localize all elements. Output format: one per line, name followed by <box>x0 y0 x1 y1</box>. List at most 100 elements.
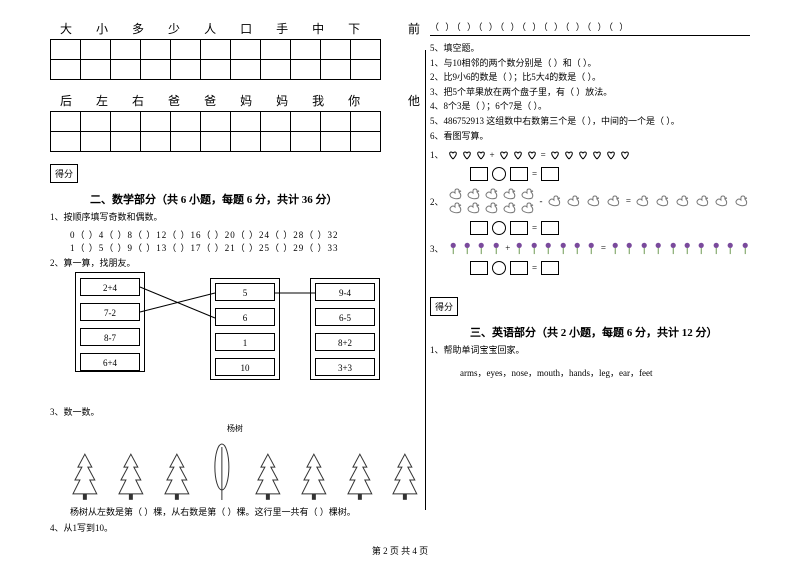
flower-icon <box>572 241 582 255</box>
plus: + <box>490 150 495 160</box>
seq2: 1（ ）5（ ）9（ ）13（ ）17（ ）21（ ）25（ ）29（ ）33 <box>50 241 420 254</box>
eq: = <box>601 243 606 253</box>
tree-row <box>70 442 420 502</box>
paren-line: （ ）（ ）（ ）（ ）（ ）（ ）（ ）（ ）（ ） <box>430 20 750 33</box>
operator-circle[interactable] <box>492 261 506 275</box>
pine-tree-icon <box>345 452 375 502</box>
duck-icon <box>695 194 711 208</box>
eq: = <box>532 223 537 233</box>
duck-icon <box>734 194 750 208</box>
q5: 5、填空题。 <box>430 42 750 55</box>
eq-boxes-1: = <box>430 167 750 181</box>
fill4: 4、8个3是（ ）；6个7是（ ）。 <box>430 100 750 113</box>
flower-icon <box>653 241 663 255</box>
heart-icon <box>462 150 472 160</box>
eq: = <box>541 150 546 160</box>
q2: 2、算一算，找朋友。 <box>50 257 420 271</box>
duck-icon <box>448 201 464 215</box>
char: 口 <box>240 20 252 37</box>
flower-icon <box>740 241 750 255</box>
ducks-row: 2、 - <box>430 187 750 215</box>
char: 妈 <box>240 92 252 109</box>
answer-box[interactable] <box>541 261 559 275</box>
duck-icon <box>606 194 622 208</box>
char: 小 <box>96 20 108 37</box>
answer-box[interactable] <box>541 167 559 181</box>
flowers-row: 3、 + = <box>430 241 750 255</box>
heart-icon <box>564 150 574 160</box>
char: 爸 <box>168 92 180 109</box>
char-row-2: 后 左 右 爸 爸 妈 妈 我 你 <box>50 92 404 109</box>
pine-tree-icon <box>390 452 420 502</box>
flower-icon <box>696 241 706 255</box>
char: 下 <box>348 20 360 37</box>
fill1: 1、与10相邻的两个数分别是（ ）和（ ）。 <box>430 57 750 70</box>
hearts-row: 1、 + = <box>430 148 750 161</box>
eq: = <box>532 169 537 179</box>
char: 后 <box>60 92 72 109</box>
char: 你 <box>348 92 360 109</box>
heart-icon <box>550 150 560 160</box>
char: 少 <box>168 20 180 37</box>
eq: = <box>626 196 631 206</box>
pine-tree-icon <box>299 452 329 502</box>
char: 我 <box>312 92 324 109</box>
plus: + <box>505 243 510 253</box>
q4: 4、从1写到10。 <box>50 522 420 536</box>
answer-box[interactable] <box>541 221 559 235</box>
duck-icon <box>586 194 602 208</box>
flower-icon <box>586 241 596 255</box>
answer-box[interactable] <box>470 261 488 275</box>
fill5: 5、486752913 这组数中右数第三个是（ ），中间的一个是（ ）。 <box>430 115 750 128</box>
char: 中 <box>312 20 324 37</box>
flower-icon <box>610 241 620 255</box>
answer-box[interactable] <box>510 167 528 181</box>
eq1: 1、帮助单词宝宝回家。 <box>430 344 750 357</box>
pine-tree-icon <box>162 452 192 502</box>
answer-box[interactable] <box>510 261 528 275</box>
writing-grid-1 <box>50 39 381 80</box>
operator-circle[interactable] <box>492 221 506 235</box>
right-column: （ ）（ ）（ ）（ ）（ ）（ ）（ ）（ ）（ ） 5、填空题。 1、与10… <box>430 20 750 381</box>
answer-box[interactable] <box>470 221 488 235</box>
left-column: 大 小 多 少 人 口 手 中 下 前 后 <box>50 20 420 539</box>
operator-circle[interactable] <box>492 167 506 181</box>
heart-icon <box>513 150 523 160</box>
seq1: 0（ ）4（ ）8（ ）12（ ）16（ ）20（ ）24（ ）28（ ）32 <box>50 228 420 241</box>
flower-icon <box>448 241 458 255</box>
char-row-1: 大 小 多 少 人 口 手 中 下 <box>50 20 404 37</box>
flower-icon <box>543 241 553 255</box>
duck-icon <box>448 187 464 201</box>
page-footer: 第 2 页 共 4 页 <box>0 544 800 557</box>
duck-icon <box>675 194 691 208</box>
flower-icon <box>558 241 568 255</box>
duck-icon <box>655 194 671 208</box>
flower-icon <box>491 241 501 255</box>
poplar-tree-icon <box>207 442 237 502</box>
section-3-title: 三、英语部分（共 2 小题，每题 6 分，共计 12 分） <box>430 324 750 340</box>
score-box: 得分 <box>50 164 78 183</box>
flower-icon <box>476 241 486 255</box>
char: 左 <box>96 92 108 109</box>
flower-icon <box>624 241 634 255</box>
poplar-arrow: 杨树 <box>50 423 420 434</box>
flower-icon <box>711 241 721 255</box>
answer-box[interactable] <box>470 167 488 181</box>
fill2: 2、比9小6的数是（ ）；比5大4的数是（ ）。 <box>430 71 750 84</box>
duck-icon <box>714 194 730 208</box>
answer-box[interactable] <box>510 221 528 235</box>
english-words: arms，eyes，nose，mouth，hands，leg，ear，feet <box>430 367 750 380</box>
eq: = <box>532 263 537 273</box>
pine-tree-icon <box>70 452 100 502</box>
heart-icon <box>592 150 602 160</box>
duck-icon <box>466 201 482 215</box>
heart-icon <box>620 150 630 160</box>
duck-icon <box>466 187 482 201</box>
char: 右 <box>132 92 144 109</box>
flower-icon <box>639 241 649 255</box>
duck-icon <box>502 201 518 215</box>
score-box: 得分 <box>430 297 458 316</box>
heart-icon <box>527 150 537 160</box>
duck-icon <box>566 194 582 208</box>
heart-icon <box>578 150 588 160</box>
